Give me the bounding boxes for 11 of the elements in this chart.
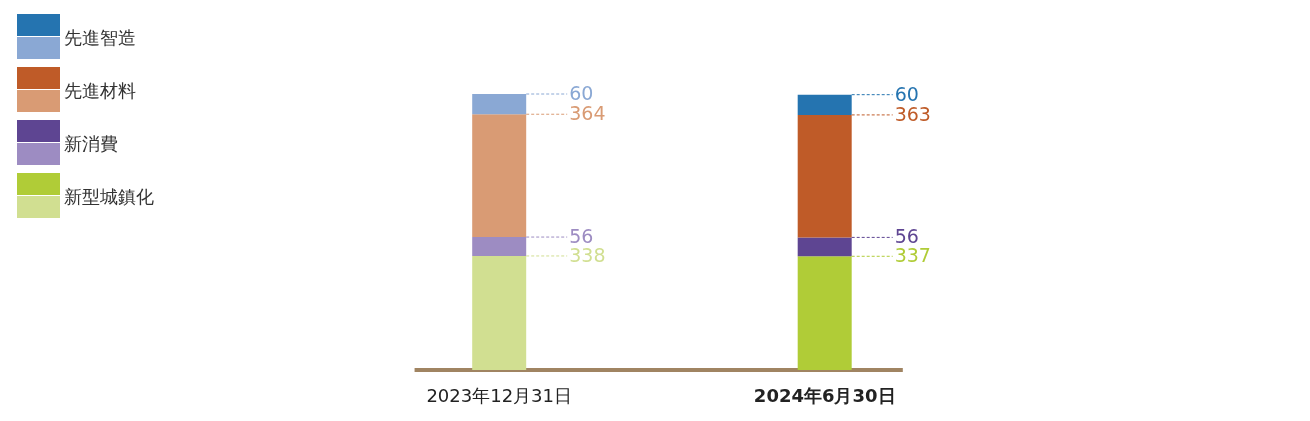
legend-label: 新型城鎮化 <box>64 186 154 207</box>
data-label: 364 <box>569 102 606 125</box>
legend-label: 新消費 <box>64 133 118 154</box>
data-label: 60 <box>894 82 919 105</box>
x-tick-label: 2024年6月30日 <box>753 385 896 406</box>
legend-label: 先進智造 <box>64 27 136 48</box>
legend-label: 先進材料 <box>64 80 136 101</box>
bar <box>797 94 852 115</box>
data-label: 363 <box>894 102 931 125</box>
data-label: 60 <box>569 82 594 104</box>
x-tick-label: 2023年12月31日 <box>426 385 573 406</box>
